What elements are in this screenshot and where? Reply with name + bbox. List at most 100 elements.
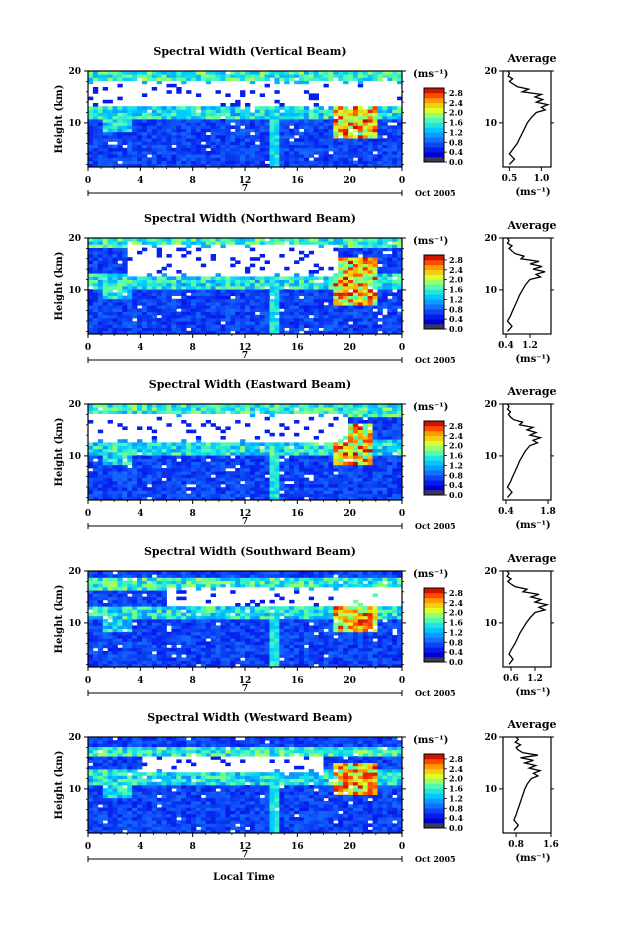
heatmap-cell — [215, 308, 221, 312]
heatmap-cell — [308, 273, 315, 277]
heatmap-cell — [88, 106, 94, 110]
heatmap-cell — [92, 77, 99, 81]
heatmap-cell — [333, 324, 339, 328]
heatmap-cell — [225, 77, 231, 81]
heatmap-cell — [274, 318, 280, 322]
heatmap-cell — [230, 263, 236, 268]
heatmap-cell — [225, 135, 231, 139]
heatmap-cell — [387, 141, 393, 145]
heatmap-cell — [176, 318, 182, 322]
heatmap-cell — [210, 298, 216, 303]
heatmap-cell — [387, 115, 393, 120]
heatmap-cell — [186, 496, 192, 501]
heatmap-cell — [269, 413, 275, 418]
heatmap-cell — [127, 327, 133, 332]
heatmap-cell — [294, 480, 300, 485]
heatmap-cell — [191, 410, 197, 414]
heatmap-cell — [107, 609, 113, 613]
heatmap-cell — [186, 493, 192, 498]
colorbar-unit-label: (ms⁻¹) — [413, 236, 448, 247]
heatmap-cell — [151, 464, 158, 469]
heatmap-cell — [392, 429, 398, 434]
heatmap-cell — [210, 147, 216, 152]
heatmap-cell — [195, 455, 202, 459]
heatmap-cell — [259, 128, 266, 133]
heatmap-cell — [181, 410, 187, 414]
heatmap-cell — [357, 318, 364, 322]
heatmap-cell — [127, 657, 133, 661]
heatmap-cell — [235, 305, 241, 309]
heatmap-cell — [122, 71, 128, 75]
heatmap-cell — [171, 442, 177, 446]
heatmap-cell — [181, 238, 187, 242]
heatmap-cell — [313, 103, 319, 107]
heatmap-cell — [112, 603, 118, 607]
heatmap-cell — [279, 112, 285, 117]
heatmap-cell — [357, 109, 364, 113]
heatmap-cell — [97, 263, 104, 268]
heatmap-cell — [294, 490, 300, 494]
heatmap-cell — [392, 247, 398, 252]
heatmap-cell — [357, 80, 364, 85]
heatmap-cell — [186, 321, 192, 325]
heatmap-cell — [225, 122, 231, 126]
heatmap-cell — [117, 157, 123, 161]
heatmap-cell — [274, 311, 280, 316]
heatmap-cell — [387, 477, 393, 482]
heatmap-cell — [97, 298, 104, 303]
heatmap-cell — [107, 241, 113, 245]
heatmap-cell — [132, 445, 138, 450]
x-tick-label: 8 — [190, 509, 196, 519]
heatmap-cell — [328, 308, 334, 312]
heatmap-cell — [200, 115, 207, 120]
heatmap-cell — [166, 292, 172, 296]
colorbar-tick-label: 0.8 — [449, 470, 463, 480]
heatmap-cell — [141, 302, 148, 306]
heatmap-cell — [338, 410, 344, 414]
heatmap-cell — [352, 413, 359, 418]
heatmap-cell — [141, 474, 148, 478]
heatmap-cell — [313, 477, 319, 482]
heatmap-cell — [146, 490, 153, 494]
heatmap-cell — [112, 318, 118, 322]
heatmap-cell — [357, 490, 364, 494]
heatmap-cell — [387, 125, 393, 129]
heatmap-cell — [387, 487, 393, 491]
heatmap-cell — [284, 308, 290, 312]
heatmap-cell — [220, 318, 226, 322]
heatmap-cell — [132, 580, 138, 585]
heatmap-cell — [181, 106, 187, 110]
heatmap-cell — [181, 471, 187, 475]
heatmap-cell — [377, 106, 383, 110]
heatmap-cell — [215, 468, 221, 472]
heatmap-cell — [92, 606, 99, 610]
heatmap-cell — [372, 292, 378, 296]
heatmap-cell — [132, 128, 138, 133]
heatmap-cell — [181, 439, 187, 443]
heatmap-cell — [215, 442, 221, 446]
heatmap-cell — [132, 131, 138, 136]
heatmap-cell — [397, 266, 403, 271]
heatmap-cell — [127, 154, 133, 158]
heatmap-cell — [254, 238, 261, 242]
heatmap-cell — [137, 330, 143, 335]
heatmap-cell — [205, 115, 212, 120]
heatmap-cell — [343, 154, 349, 158]
heatmap-cell — [92, 247, 99, 252]
heatmap-cell — [264, 298, 270, 303]
heatmap-cell — [117, 468, 123, 472]
heatmap-cell — [215, 292, 221, 296]
heatmap-cell — [318, 474, 324, 478]
heatmap-cell — [348, 436, 354, 440]
heatmap-cell — [264, 282, 270, 287]
heatmap-cell — [166, 480, 172, 485]
heatmap-cell — [274, 90, 280, 94]
heatmap-cell — [397, 468, 403, 472]
heatmap-cell — [92, 90, 99, 94]
heatmap-cell — [210, 305, 216, 309]
heatmap-cell — [122, 493, 128, 498]
heatmap-cell — [357, 298, 364, 303]
heatmap-cell — [195, 241, 202, 245]
heatmap-cell — [112, 321, 118, 325]
heatmap-cell — [92, 490, 99, 494]
